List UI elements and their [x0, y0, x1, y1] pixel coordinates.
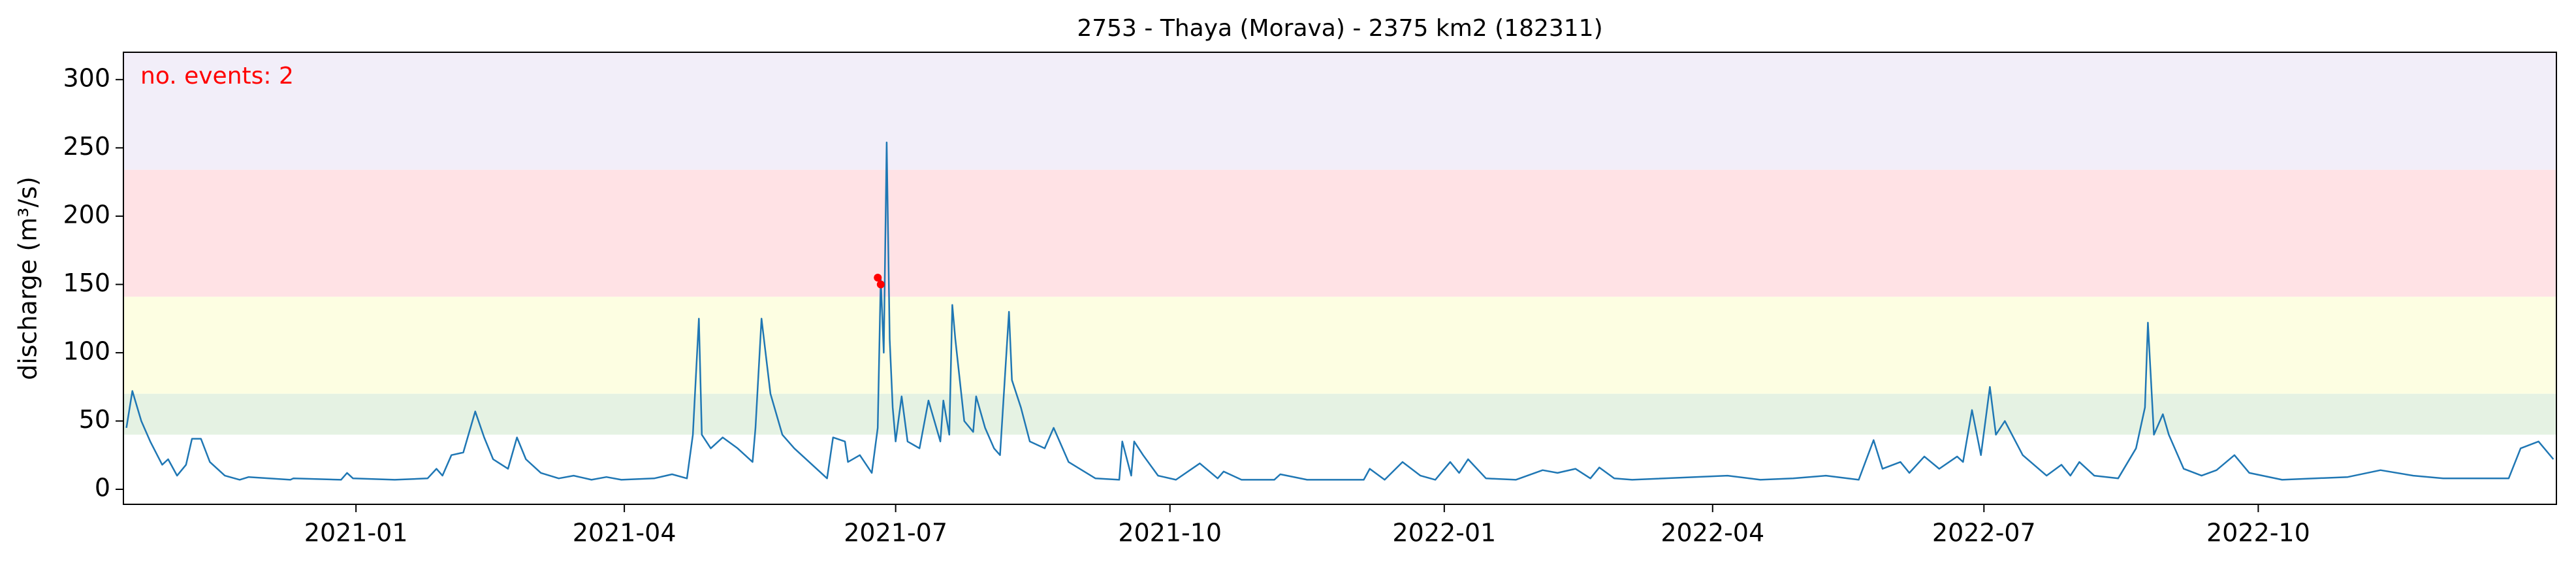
y-tick-label: 100	[63, 336, 110, 365]
y-tick-label: 250	[63, 132, 110, 161]
threshold-band	[123, 169, 2556, 297]
threshold-band	[123, 297, 2556, 394]
x-tick-label: 2021-10	[1118, 519, 1222, 547]
x-tick-label: 2022-04	[1661, 519, 1764, 547]
threshold-band	[123, 393, 2556, 435]
x-tick-label: 2021-01	[304, 519, 408, 547]
event-marker	[874, 273, 882, 282]
y-tick-label: 300	[63, 63, 110, 92]
event-marker	[876, 280, 885, 289]
x-tick-label: 2021-04	[573, 519, 676, 547]
annotation: no. events: 2	[140, 63, 294, 89]
y-tick-label: 0	[95, 474, 110, 502]
y-tick-label: 200	[63, 200, 110, 229]
x-tick-label: 2022-10	[2206, 519, 2310, 547]
x-tick-label: 2021-07	[844, 519, 947, 547]
x-tick-label: 2022-07	[1932, 519, 2036, 547]
x-tick-label: 2022-01	[1392, 519, 1496, 547]
chart-title: 2753 - Thaya (Morava) - 2375 km2 (182311…	[1077, 15, 1602, 42]
y-axis-label: discharge (m³/s)	[14, 176, 42, 380]
discharge-line	[125, 141, 2554, 481]
threshold-band	[123, 52, 2556, 170]
y-tick-label: 50	[79, 405, 110, 434]
plot-frame	[123, 52, 2557, 505]
y-tick-label: 150	[63, 268, 110, 297]
